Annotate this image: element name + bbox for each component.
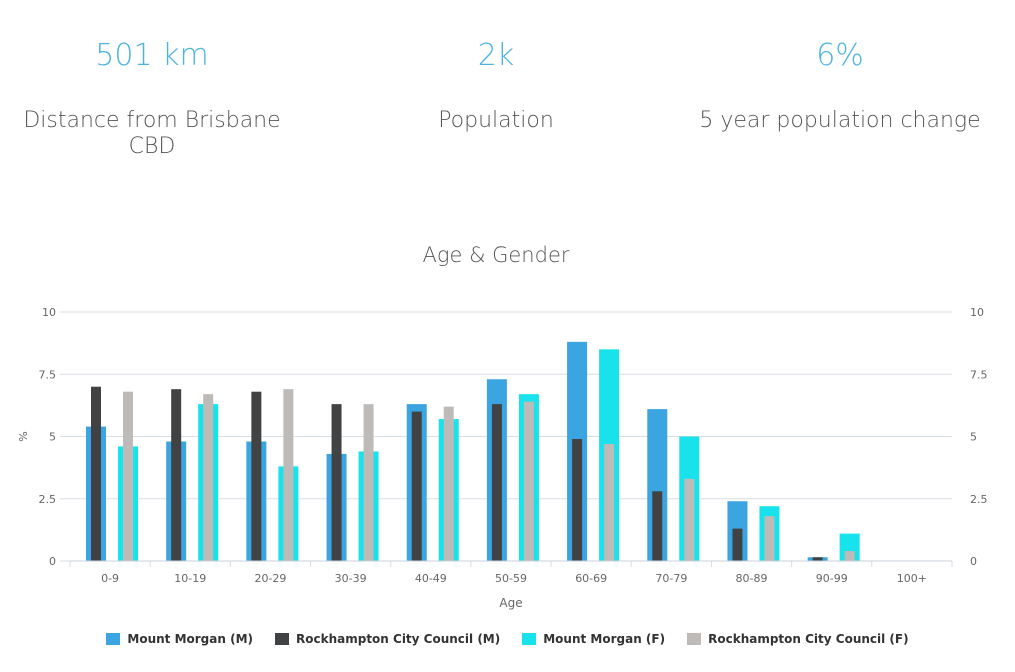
bar-rcc_f (443, 406, 454, 561)
x-tick-label: 50-59 (495, 572, 527, 585)
legend-item-rockhampton-m[interactable]: Rockhampton City Council (M) (275, 632, 500, 646)
x-tick-label: 20-29 (254, 572, 286, 585)
x-tick-label: 60-69 (575, 572, 607, 585)
y-tick-label-left: 0 (49, 555, 56, 568)
bar-rcc_f (844, 551, 855, 561)
x-tick-label: 100+ (897, 572, 927, 585)
stat-population-change: 6% 5 year population change (690, 34, 990, 134)
stat-distance-label: Distance from Brisbane CBD (23, 108, 281, 159)
bar-rcc_m (732, 528, 743, 561)
bar-rcc_m (91, 386, 101, 561)
legend-label: Rockhampton City Council (M) (296, 632, 501, 646)
bar-rcc_m (171, 389, 182, 561)
y-tick-label-left: 2.5 (39, 493, 57, 506)
y-tick-label-right: 7.5 (970, 368, 988, 381)
x-tick-label: 90-99 (816, 572, 848, 585)
y-tick-label-right: 2.5 (970, 493, 988, 506)
bar-rcc_m (491, 404, 502, 561)
y-axis-label: % (17, 431, 30, 441)
x-tick-label: 40-49 (415, 572, 447, 585)
y-tick-label-left: 10 (42, 306, 56, 319)
x-axis-label: Age (499, 596, 522, 610)
bar-rcc_m (411, 411, 422, 561)
y-tick-label-left: 7.5 (39, 368, 57, 381)
y-tick-label-right: 5 (970, 431, 977, 444)
bar-rcc_f (684, 478, 695, 561)
bar-rcc_m (652, 491, 663, 561)
chart-title: Age & Gender (422, 243, 570, 267)
stat-population-change-label: 5 year population change (699, 108, 981, 133)
legend-swatch (106, 633, 121, 645)
stat-population-label: Population (438, 108, 554, 133)
stat-distance-value: 501 km (95, 38, 209, 73)
bar-rcc_f (123, 391, 133, 561)
bar-rcc_f (764, 516, 775, 561)
x-tick-label: 0-9 (101, 572, 119, 585)
bar-rcc_f (203, 394, 214, 561)
bar-rcc_m (812, 557, 823, 561)
bar-rcc_f (604, 443, 615, 561)
x-tick-label: 10-19 (174, 572, 206, 585)
x-tick-label: 70-79 (655, 572, 687, 585)
bar-rcc_f (283, 389, 294, 561)
legend-item-rockhampton-f[interactable]: Rockhampton City Council (F) (687, 632, 909, 646)
chart-legend: Mount Morgan (M) Rockhampton City Counci… (0, 632, 1015, 646)
bar-rcc_f (523, 401, 534, 561)
stat-population: 2k Population (346, 34, 646, 134)
age-gender-chart: 0 0 2.5 2.5 5 5 7.5 7.5 10 10% 0-9 10-19 20-29 30-39 4… (17, 306, 988, 610)
stat-population-change-value: 6% (816, 38, 864, 73)
legend-label: Rockhampton City Council (F) (708, 632, 909, 646)
y-tick-label-right: 10 (970, 306, 984, 319)
legend-item-mount-morgan-f[interactable]: Mount Morgan (F) (522, 632, 665, 646)
legend-swatch (522, 633, 537, 645)
legend-swatch (687, 633, 702, 645)
bar-rcc_m (251, 391, 262, 561)
legend-label: Mount Morgan (M) (127, 632, 253, 646)
x-tick-label: 80-89 (736, 572, 768, 585)
legend-item-mount-morgan-m[interactable]: Mount Morgan (M) (106, 632, 253, 646)
legend-swatch (275, 633, 289, 645)
bar-rcc_m (331, 404, 342, 561)
bar-rcc_m (572, 438, 583, 561)
y-tick-label-left: 5 (49, 431, 56, 444)
x-tick-label: 30-39 (335, 572, 367, 585)
y-tick-label-right: 0 (970, 555, 977, 568)
legend-label: Mount Morgan (F) (543, 632, 666, 646)
stat-distance: 501 km Distance from Brisbane CBD (2, 34, 302, 160)
bar-rcc_f (363, 404, 374, 561)
stat-population-value: 2k (477, 38, 515, 73)
